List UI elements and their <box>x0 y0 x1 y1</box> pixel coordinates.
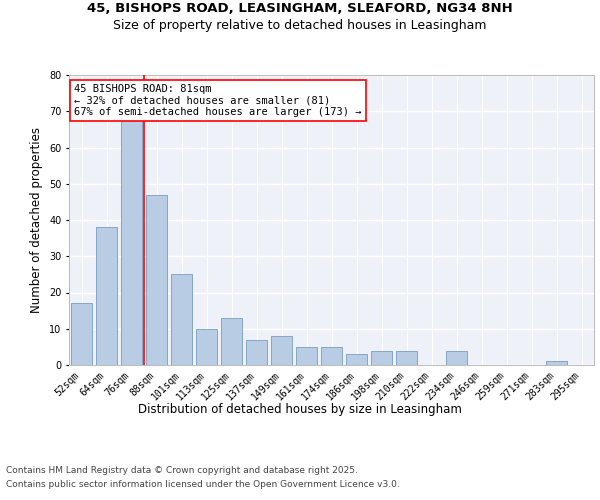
Text: Contains HM Land Registry data © Crown copyright and database right 2025.: Contains HM Land Registry data © Crown c… <box>6 466 358 475</box>
Bar <box>446 350 467 365</box>
Bar <box>371 350 392 365</box>
Text: Contains public sector information licensed under the Open Government Licence v3: Contains public sector information licen… <box>6 480 400 489</box>
Bar <box>271 336 292 365</box>
Bar <box>396 350 417 365</box>
Bar <box>296 347 317 365</box>
Bar <box>346 354 367 365</box>
Text: 45 BISHOPS ROAD: 81sqm
← 32% of detached houses are smaller (81)
67% of semi-det: 45 BISHOPS ROAD: 81sqm ← 32% of detached… <box>74 84 362 117</box>
Text: 45, BISHOPS ROAD, LEASINGHAM, SLEAFORD, NG34 8NH: 45, BISHOPS ROAD, LEASINGHAM, SLEAFORD, … <box>87 2 513 16</box>
Bar <box>171 274 192 365</box>
Bar <box>71 304 92 365</box>
Bar <box>146 194 167 365</box>
Bar <box>546 362 567 365</box>
Text: Size of property relative to detached houses in Leasingham: Size of property relative to detached ho… <box>113 19 487 32</box>
Text: Distribution of detached houses by size in Leasingham: Distribution of detached houses by size … <box>138 402 462 415</box>
Y-axis label: Number of detached properties: Number of detached properties <box>31 127 43 313</box>
Bar <box>221 318 242 365</box>
Bar <box>96 227 117 365</box>
Bar <box>321 347 342 365</box>
Bar <box>246 340 267 365</box>
Bar <box>196 329 217 365</box>
Bar <box>121 118 142 365</box>
